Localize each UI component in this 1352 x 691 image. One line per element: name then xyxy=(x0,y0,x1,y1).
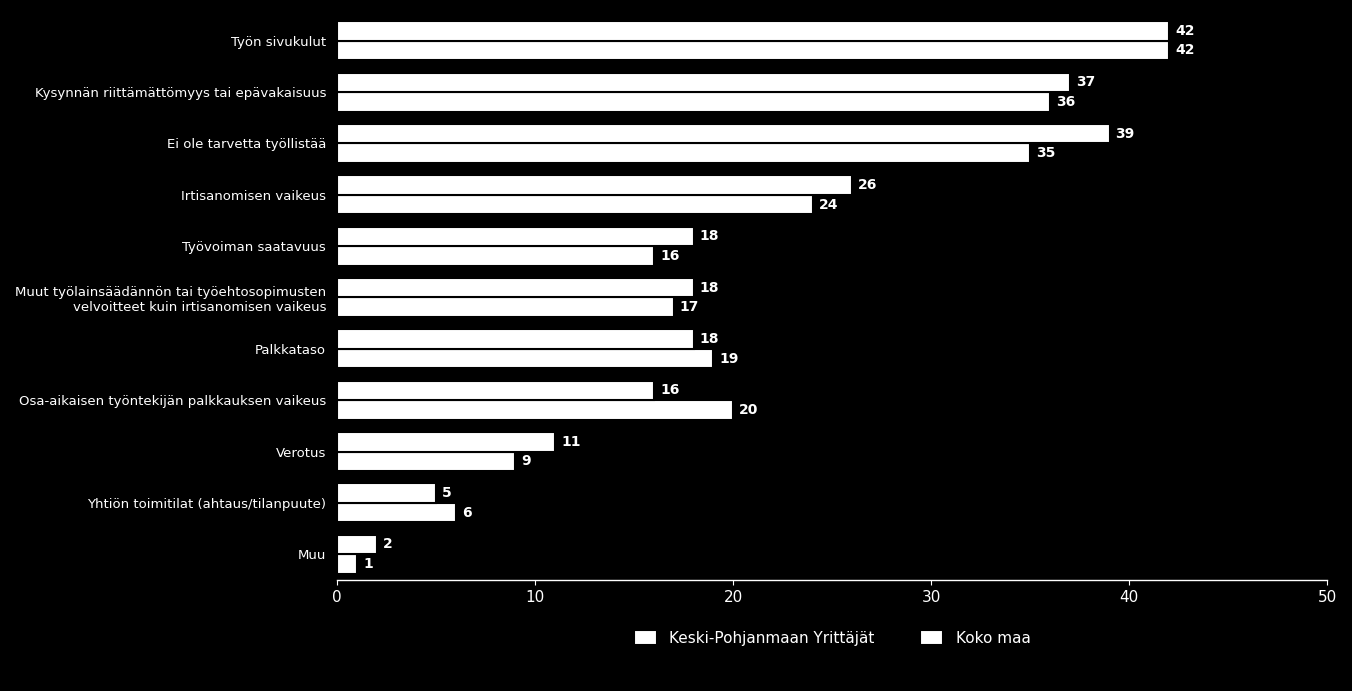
Text: 20: 20 xyxy=(740,403,758,417)
Bar xyxy=(337,554,357,574)
Bar xyxy=(337,124,1110,144)
Bar xyxy=(337,227,694,246)
Bar xyxy=(337,21,1169,41)
Text: 35: 35 xyxy=(1036,146,1056,160)
Bar xyxy=(337,503,456,522)
Bar xyxy=(337,330,694,349)
Text: 17: 17 xyxy=(680,300,699,314)
Text: 19: 19 xyxy=(719,352,738,366)
Text: 36: 36 xyxy=(1056,95,1075,108)
Text: 42: 42 xyxy=(1175,24,1194,38)
Text: 37: 37 xyxy=(1076,75,1095,89)
Bar xyxy=(337,297,673,317)
Bar xyxy=(337,195,813,214)
Text: 26: 26 xyxy=(859,178,877,192)
Bar xyxy=(337,176,852,195)
Bar xyxy=(337,246,654,265)
Bar xyxy=(337,400,733,419)
Text: 18: 18 xyxy=(699,281,719,294)
Bar xyxy=(337,92,1051,111)
Text: 18: 18 xyxy=(699,229,719,243)
Bar xyxy=(337,278,694,297)
Text: 2: 2 xyxy=(383,538,392,551)
Bar xyxy=(337,484,437,503)
Text: 24: 24 xyxy=(818,198,838,211)
Text: 42: 42 xyxy=(1175,44,1194,57)
Text: 9: 9 xyxy=(522,454,531,468)
Bar xyxy=(337,73,1069,92)
Bar xyxy=(337,432,556,451)
Bar xyxy=(337,451,515,471)
Legend: Keski-Pohjanmaan Yrittäjät, Koko maa: Keski-Pohjanmaan Yrittäjät, Koko maa xyxy=(634,630,1030,645)
Bar xyxy=(337,381,654,400)
Bar xyxy=(337,144,1030,163)
Bar xyxy=(337,535,377,554)
Text: 16: 16 xyxy=(660,249,680,263)
Bar xyxy=(337,349,714,368)
Bar xyxy=(337,41,1169,60)
Text: 39: 39 xyxy=(1115,126,1134,141)
Text: 11: 11 xyxy=(561,435,580,448)
Text: 18: 18 xyxy=(699,332,719,346)
Text: 1: 1 xyxy=(362,557,373,571)
Text: 16: 16 xyxy=(660,384,680,397)
Text: 6: 6 xyxy=(462,506,472,520)
Text: 5: 5 xyxy=(442,486,452,500)
